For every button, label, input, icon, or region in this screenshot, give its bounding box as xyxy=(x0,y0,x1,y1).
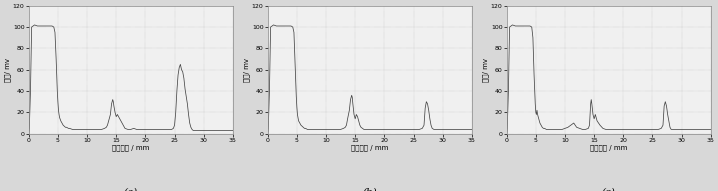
X-axis label: 传播距离 / mm: 传播距离 / mm xyxy=(112,144,149,151)
Text: (b): (b) xyxy=(363,187,377,191)
Y-axis label: 幅値/ mv: 幅値/ mv xyxy=(5,58,11,82)
X-axis label: 传播距离 / mm: 传播距离 / mm xyxy=(351,144,388,151)
Text: (c): (c) xyxy=(602,187,615,191)
Y-axis label: 幅値/ mv: 幅値/ mv xyxy=(482,58,490,82)
Y-axis label: 幅値/ mv: 幅値/ mv xyxy=(244,58,251,82)
Text: (a): (a) xyxy=(123,187,138,191)
X-axis label: 传播距离 / mm: 传播距离 / mm xyxy=(590,144,628,151)
